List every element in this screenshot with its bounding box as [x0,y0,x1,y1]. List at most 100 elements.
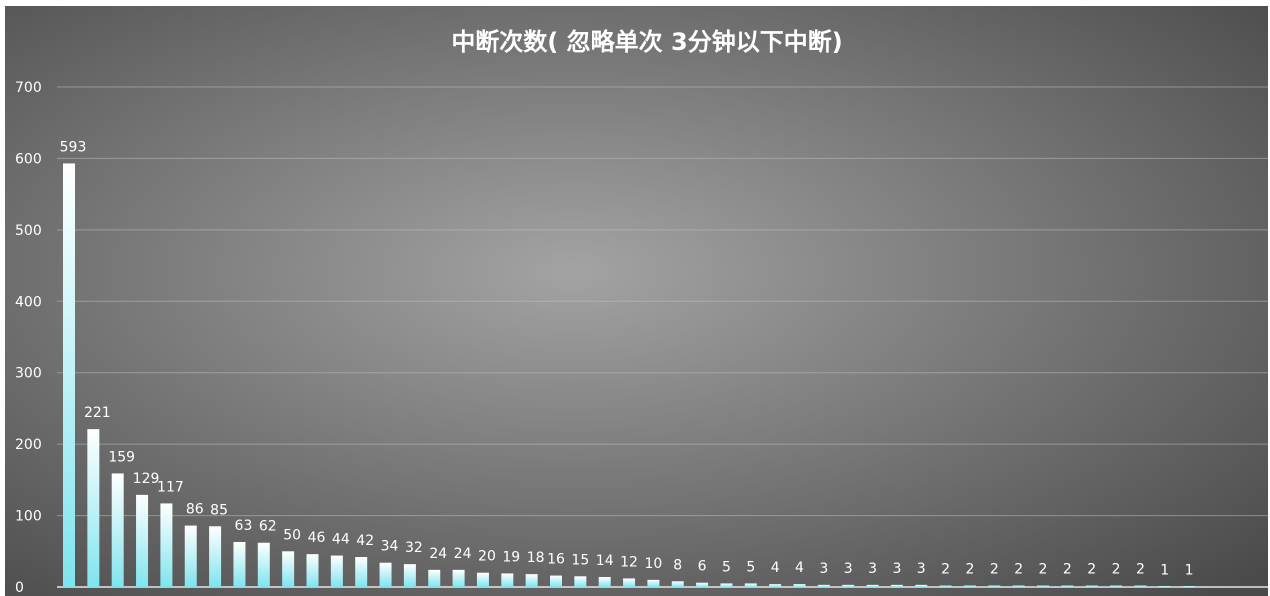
y-tick-label: 500 [15,223,42,239]
data-label: 14 [596,553,614,569]
data-label: 3 [917,561,926,577]
bar [1061,585,1074,587]
bar [184,525,197,587]
data-label: 32 [405,540,423,556]
bar [720,583,733,587]
bar [209,526,222,587]
bar [744,583,757,587]
bar [476,572,489,587]
data-label: 2 [1063,562,1072,578]
data-label: 2 [990,562,999,578]
bar [525,574,538,587]
bar [87,429,100,587]
data-label: 3 [892,561,901,577]
data-label: 3 [844,561,853,577]
data-label: 18 [527,550,545,566]
data-label: 5 [746,559,755,575]
bar [769,584,782,587]
y-tick-label: 100 [15,509,42,525]
bar [452,569,465,587]
data-label: 2 [965,562,974,578]
data-label: 159 [108,449,135,465]
bar [1037,585,1049,587]
data-label: 129 [133,471,160,487]
data-label: 4 [771,560,780,576]
y-tick-label: 0 [15,580,24,596]
bar [890,584,903,587]
data-label: 42 [356,533,374,549]
data-label: 24 [454,546,472,562]
data-label: 44 [332,532,350,548]
bar [1012,585,1025,587]
bar [671,581,684,587]
bar [866,584,879,587]
data-label: 2 [1039,562,1048,578]
bar [623,578,636,587]
data-label: 4 [795,560,804,576]
bar [988,585,1001,587]
data-label: 221 [84,405,111,421]
bar [1134,585,1147,587]
bar [160,503,173,587]
bar [428,569,441,587]
data-label: 2 [1014,562,1023,578]
data-label: 3 [868,561,877,577]
bar [63,163,75,587]
data-label: 34 [381,539,399,555]
bar [379,562,392,587]
bar [696,582,709,587]
bar [111,473,124,587]
bar [257,542,270,587]
y-tick-label: 400 [15,294,42,310]
y-axis-ticks: 0 100 200 300 400 500 600 700 [15,80,42,596]
bar [647,579,660,587]
bars [63,163,1196,587]
data-label: 2 [1136,562,1145,578]
data-label: 117 [157,479,184,495]
data-label: 1 [1160,562,1169,578]
bar [939,585,952,587]
bar [282,551,295,587]
y-tick-label: 300 [15,366,42,382]
bar [574,576,587,587]
bar [817,584,830,587]
data-label: 19 [502,549,520,565]
data-label: 593 [60,139,87,155]
bar [1183,586,1196,587]
bar [842,584,855,587]
data-label: 46 [308,530,326,546]
data-label: 1 [1185,562,1194,578]
data-label: 5 [722,559,731,575]
bar [915,584,928,587]
data-label: 63 [235,518,253,534]
bar [233,542,246,587]
data-label: 15 [571,552,589,568]
y-tick-label: 600 [15,151,42,167]
data-label: 8 [673,557,682,573]
data-label: 62 [259,519,277,535]
bar [355,557,368,587]
bar [403,564,416,587]
bar [501,573,514,587]
data-label: 20 [478,549,496,565]
data-label: 85 [210,502,228,518]
chart-svg: 中断次数( 忽略单次 3分钟以下中断) 0 100 200 300 400 500 600 7… [5,6,1268,596]
bar [598,577,611,587]
bar [1110,585,1123,587]
bar [793,584,806,587]
bar [1085,585,1098,587]
bar [550,575,562,587]
data-label: 86 [186,502,204,518]
bar [963,585,976,587]
bar [136,494,149,587]
data-label: 50 [283,527,301,543]
chart-title: 中断次数( 忽略单次 3分钟以下中断) [451,28,842,56]
data-label: 2 [941,562,950,578]
bar [1158,586,1171,587]
data-label: 10 [644,556,662,572]
data-label: 12 [620,554,638,570]
y-tick-label: 200 [15,437,42,453]
data-label: 6 [698,559,707,575]
data-label: 3 [819,561,828,577]
